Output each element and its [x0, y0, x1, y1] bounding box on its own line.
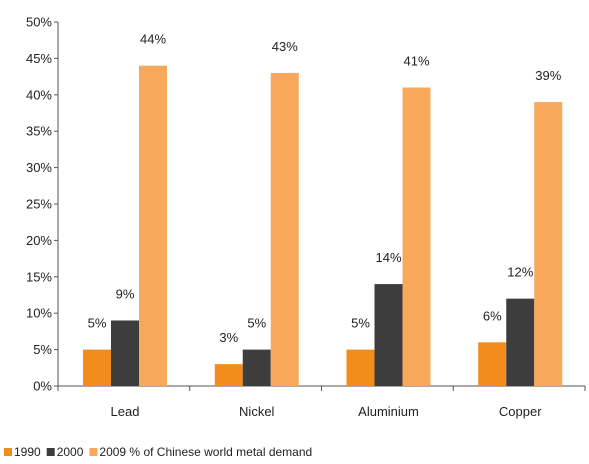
bar [374, 284, 403, 386]
y-axis: 0% 5% 10% 15% 20% 25% 30% 35% 40% 45% 50% [26, 15, 59, 394]
category-label: Nickel [239, 404, 275, 419]
y-tick-label: 5% [33, 342, 52, 357]
bar [402, 87, 431, 387]
legend-label: 1990 [14, 445, 41, 459]
legend: 1990 2000 2009 % of Chinese world metal de… [4, 445, 312, 459]
category-label: Aluminium [358, 404, 419, 419]
y-tick-label: 25% [26, 197, 52, 212]
y-tick-label: 45% [26, 51, 52, 66]
bar-group [83, 65, 563, 387]
data-labels: 5% 9% 44% 3% 5% 43% 5% 14% 41% 6% 12% 39% [88, 32, 562, 345]
bar [242, 349, 271, 386]
data-label: 5% [88, 316, 107, 331]
data-label: 12% [507, 265, 533, 280]
category-label: Lead [111, 404, 140, 419]
data-label: 43% [272, 39, 298, 54]
y-tick-label: 50% [26, 15, 52, 30]
legend-swatch [4, 448, 12, 456]
bar [346, 349, 375, 386]
y-tick-label: 0% [33, 379, 52, 394]
y-tick-label: 30% [26, 160, 52, 175]
y-tick-label: 15% [26, 269, 52, 284]
bar [139, 65, 167, 387]
legend-label: 2000 [57, 445, 84, 459]
data-label: 3% [219, 330, 238, 345]
legend-label: 2009 % of Chinese world metal demand [99, 445, 312, 459]
data-label: 44% [140, 32, 166, 47]
data-label: 6% [483, 308, 502, 323]
bar [111, 320, 139, 386]
legend-swatch [89, 448, 98, 456]
data-label: 9% [116, 286, 135, 301]
bar [478, 342, 507, 386]
y-tick-label: 35% [26, 124, 52, 139]
data-label: 14% [375, 250, 401, 265]
x-axis: Lead Nickel Aluminium Copper [57, 385, 586, 419]
data-label: 5% [247, 316, 266, 331]
bar [270, 72, 299, 387]
data-label: 41% [403, 54, 429, 69]
legend-swatch [46, 448, 55, 456]
data-label: 5% [351, 316, 370, 331]
bar [214, 364, 243, 386]
bar [534, 102, 563, 386]
y-tick-label: 40% [26, 87, 52, 102]
bar [83, 349, 111, 386]
data-label: 39% [535, 68, 561, 83]
y-tick-label: 10% [26, 306, 52, 321]
category-label: Copper [499, 404, 542, 419]
bar [506, 298, 535, 386]
y-tick-label: 20% [26, 233, 52, 248]
